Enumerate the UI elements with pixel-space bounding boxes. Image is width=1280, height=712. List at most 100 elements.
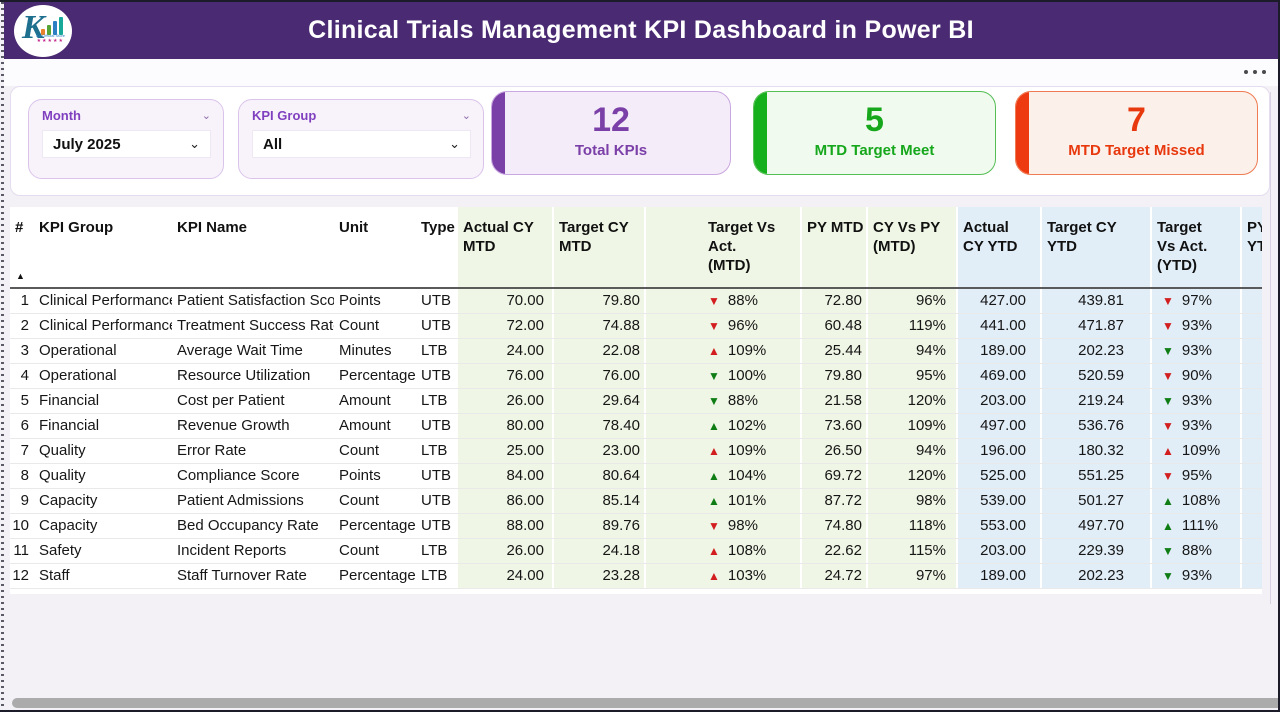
cell-kpi-group: Capacity	[39, 492, 98, 509]
kpi-trend-triangle-icon: ▼	[1162, 369, 1174, 383]
column-header-target-cy-mtd[interactable]: Target CY MTD	[552, 207, 644, 287]
cell-kpi-group: Capacity	[39, 517, 98, 534]
mtd-target-missed-value: 7	[1127, 101, 1146, 139]
cell-kpi-group: Clinical Performance	[39, 292, 172, 309]
month-dropdown[interactable]: July 2025 ⌄	[42, 130, 211, 158]
chevron-down-icon[interactable]: ⌄	[201, 110, 211, 122]
table-row[interactable]: 12 Staff Staff Turnover Rate Percentage …	[10, 564, 1262, 589]
card-accent-bar	[492, 92, 505, 174]
mtd-target-meet-value: 5	[865, 101, 884, 139]
month-slicer-label: Month	[42, 108, 81, 123]
cell-cy-vs-py-mtd: 118%	[866, 514, 956, 538]
total-kpis-value: 12	[592, 101, 630, 139]
cell-actual-cy-mtd: 25.00	[456, 439, 552, 463]
cell-actual-cy-mtd: 84.00	[456, 464, 552, 488]
table-row[interactable]: 1 Clinical Performance Patient Satisfact…	[10, 289, 1262, 314]
mtd-target-missed-card[interactable]: 7 MTD Target Missed	[1015, 91, 1258, 175]
cell-target-cy-mtd: 29.64	[552, 389, 644, 413]
cell-target-vs-act-mtd: ▲ 104%	[644, 464, 800, 488]
column-header-kpi-group[interactable]: KPI Group	[39, 219, 114, 236]
cell-type: LTB	[421, 342, 448, 359]
cell-py-mtd: 26.50	[800, 439, 866, 463]
kpi-trend-triangle-icon: ▼	[708, 519, 720, 533]
column-header-target-cy-ytd[interactable]: Target CY YTD	[1040, 207, 1150, 287]
cell-row-number: 9	[20, 492, 29, 509]
table-row[interactable]: 4 Operational Resource Utilization Perce…	[10, 364, 1262, 389]
cell-py-ytd-clipped	[1240, 389, 1262, 413]
cell-unit: Count	[339, 492, 380, 509]
mtd-target-meet-card[interactable]: 5 MTD Target Meet	[753, 91, 996, 175]
cell-kpi-name: Cost per Patient	[177, 392, 285, 409]
cell-target-vs-act-mtd: ▲ 109%	[644, 339, 800, 363]
cell-type: UTB	[421, 517, 451, 534]
column-header-py-ytd-clipped[interactable]: PY YTD	[1240, 207, 1262, 287]
cell-py-mtd: 74.80	[800, 514, 866, 538]
kpi-trend-triangle-icon: ▲	[708, 544, 720, 558]
column-header-actual-cy-mtd[interactable]: Actual CY MTD	[456, 207, 552, 287]
cell-kpi-group: Financial	[39, 417, 100, 434]
total-kpis-card[interactable]: 12 Total KPIs	[491, 91, 731, 175]
sort-ascending-icon[interactable]: ▲	[16, 271, 25, 281]
table-body: 1 Clinical Performance Patient Satisfact…	[10, 289, 1262, 589]
kpi-trend-triangle-icon: ▼	[1162, 319, 1174, 333]
cell-kpi-name: Error Rate	[177, 442, 247, 459]
cell-unit: Points	[339, 467, 381, 484]
cell-target-cy-mtd: 78.40	[552, 414, 644, 438]
cell-actual-cy-mtd: 26.00	[456, 539, 552, 563]
more-options-icon[interactable]	[1244, 70, 1266, 74]
kpi-group-dropdown-value: All	[263, 135, 283, 153]
table-row[interactable]: 5 Financial Cost per Patient Amount LTB …	[10, 389, 1262, 414]
column-header-cy-vs-py-mtd[interactable]: CY Vs PY (MTD)	[866, 207, 956, 287]
column-header-type[interactable]: Type	[421, 219, 455, 236]
column-header-kpi-name[interactable]: KPI Name	[177, 219, 248, 236]
table-row[interactable]: 2 Clinical Performance Treatment Success…	[10, 314, 1262, 339]
cell-cy-vs-py-mtd: 97%	[866, 564, 956, 588]
cell-kpi-group: Operational	[39, 367, 117, 384]
cell-actual-cy-ytd: 203.00	[956, 389, 1040, 413]
cell-target-vs-act-ytd: ▼ 93%	[1150, 564, 1240, 588]
cell-kpi-group: Quality	[39, 442, 86, 459]
cell-target-cy-mtd: 23.00	[552, 439, 644, 463]
cell-cy-vs-py-mtd: 95%	[866, 364, 956, 388]
cell-target-cy-ytd: 439.81	[1040, 289, 1150, 313]
cell-kpi-name: Treatment Success Rate	[177, 317, 334, 334]
chevron-down-icon[interactable]: ⌄	[461, 110, 471, 122]
table-row[interactable]: 9 Capacity Patient Admissions Count UTB …	[10, 489, 1262, 514]
cell-cy-vs-py-mtd: 120%	[866, 389, 956, 413]
table-row[interactable]: 11 Safety Incident Reports Count LTB 26.…	[10, 539, 1262, 564]
kpi-trend-triangle-icon: ▼	[1162, 569, 1174, 583]
cell-target-cy-mtd: 79.80	[552, 289, 644, 313]
cell-target-cy-ytd: 202.23	[1040, 564, 1150, 588]
kpi-trend-triangle-icon: ▲	[708, 419, 720, 433]
cell-type: LTB	[421, 542, 448, 559]
cell-target-vs-act-mtd: ▼ 96%	[644, 314, 800, 338]
kpi-trend-triangle-icon: ▼	[708, 369, 720, 383]
column-header-unit[interactable]: Unit	[339, 219, 369, 236]
cell-target-vs-act-ytd: ▲ 109%	[1150, 439, 1240, 463]
column-header-target-vs-act-ytd[interactable]: Target Vs Act. (YTD)	[1150, 207, 1240, 287]
column-header-py-mtd[interactable]: PY MTD	[800, 207, 866, 287]
table-row[interactable]: 3 Operational Average Wait Time Minutes …	[10, 339, 1262, 364]
cell-target-cy-ytd: 202.23	[1040, 339, 1150, 363]
cell-actual-cy-ytd: 469.00	[956, 364, 1040, 388]
column-header-target-vs-act-mtd[interactable]: Target Vs Act. (MTD)	[644, 207, 800, 287]
cell-type: LTB	[421, 392, 448, 409]
cell-target-cy-mtd: 76.00	[552, 364, 644, 388]
cell-target-vs-act-mtd: ▼ 88%	[644, 389, 800, 413]
cell-target-vs-act-ytd: ▼ 88%	[1150, 539, 1240, 563]
kpi-group-dropdown[interactable]: All ⌄	[252, 130, 471, 158]
cell-unit: Minutes	[339, 342, 392, 359]
table-row[interactable]: 6 Financial Revenue Growth Amount UTB 80…	[10, 414, 1262, 439]
table-header-row: # KPI Group KPI Name Unit Type Actual CY…	[10, 207, 1262, 289]
table-row[interactable]: 8 Quality Compliance Score Points UTB 84…	[10, 464, 1262, 489]
cell-kpi-name: Patient Satisfaction Score	[177, 292, 334, 309]
cell-type: UTB	[421, 492, 451, 509]
horizontal-scrollbar[interactable]	[12, 698, 1278, 708]
column-header-num[interactable]: #	[15, 219, 24, 236]
cell-unit: Percentage	[339, 367, 416, 384]
cell-unit: Amount	[339, 392, 391, 409]
column-header-actual-cy-ytd[interactable]: Actual CY YTD	[956, 207, 1040, 287]
table-row[interactable]: 10 Capacity Bed Occupancy Rate Percentag…	[10, 514, 1262, 539]
cell-target-cy-ytd: 520.59	[1040, 364, 1150, 388]
table-row[interactable]: 7 Quality Error Rate Count LTB 25.00 23.…	[10, 439, 1262, 464]
